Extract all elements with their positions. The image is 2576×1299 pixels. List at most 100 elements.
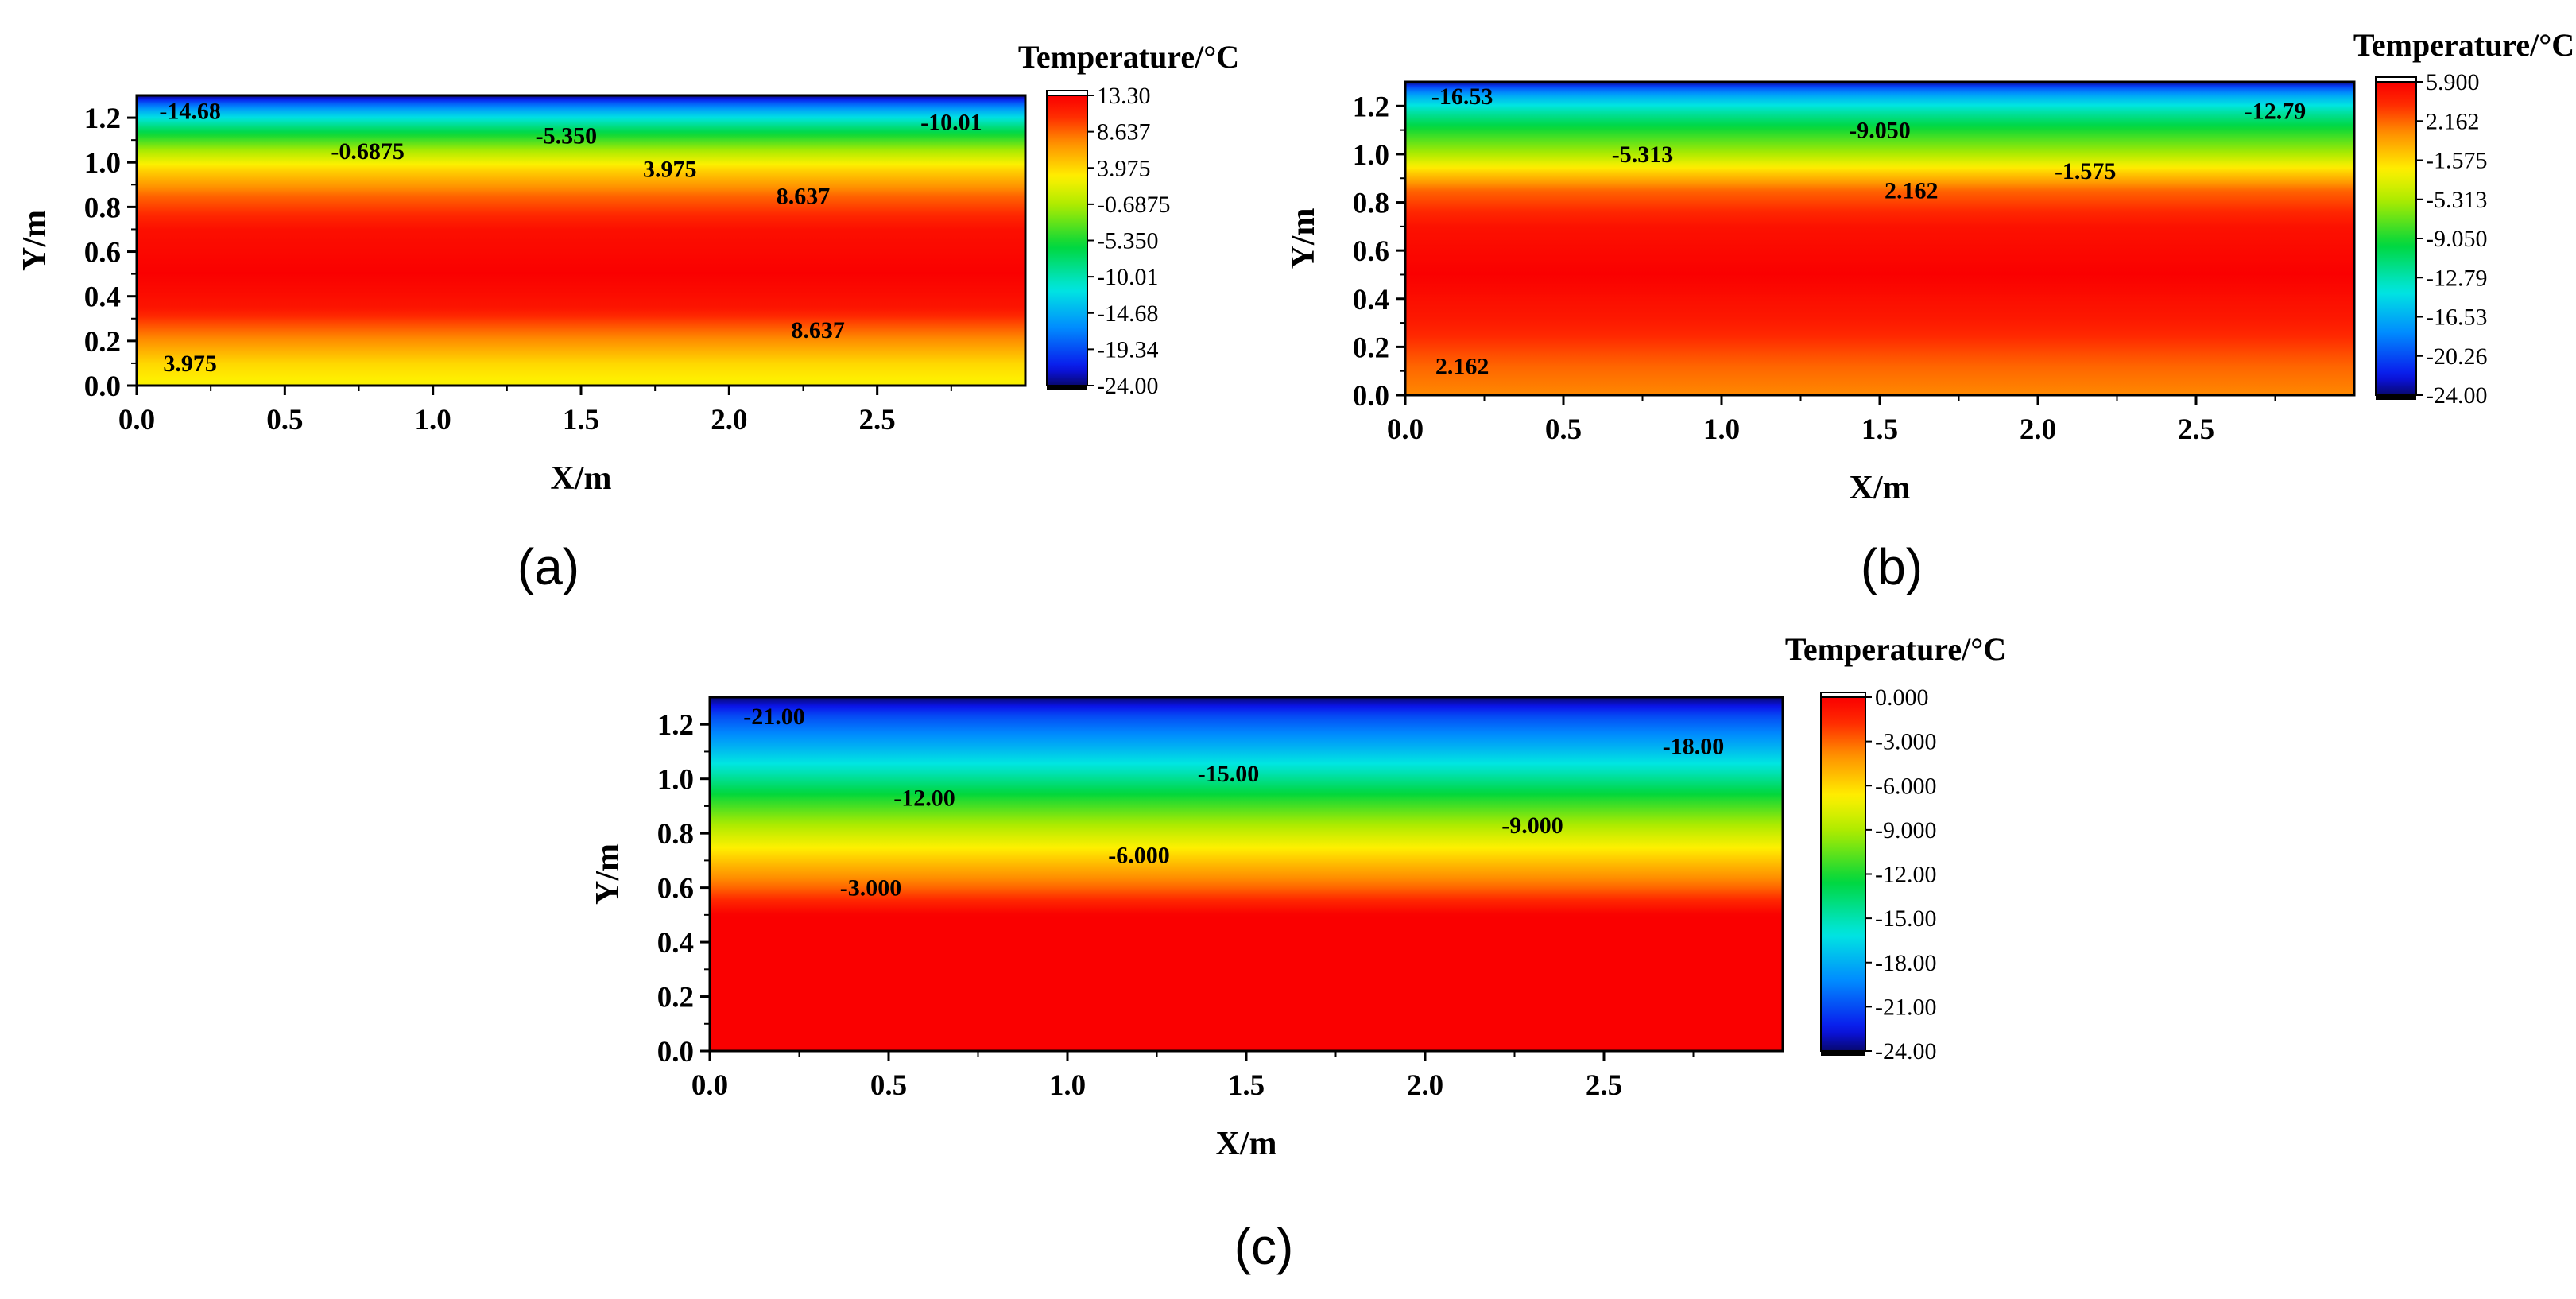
x-tick-label: 0.0 (1387, 413, 1424, 446)
y-tick-label: 0.0 (1353, 380, 1389, 413)
contour-label: -1.575 (2055, 158, 2117, 184)
y-tick-label: 0.8 (657, 818, 694, 851)
y-tick-label: 0.8 (1353, 188, 1389, 220)
y-tick-label: 0.4 (657, 927, 694, 960)
colorbar-tick-label: 5.900 (2426, 69, 2480, 95)
colorbar-tick-label: -21.00 (1875, 994, 1937, 1020)
contour-label: -14.68 (159, 99, 221, 125)
x-axis-title: X/m (1216, 1126, 1277, 1162)
contour-label: 8.637 (777, 183, 831, 209)
contour-label: -10.01 (920, 110, 982, 136)
x-tick-label: 2.0 (2020, 413, 2056, 446)
colorbar-tick-label: 13.30 (1097, 83, 1151, 109)
colorbar-title: Temperature/°C (1785, 631, 2006, 667)
x-axis-title: X/m (551, 460, 612, 497)
x-tick-label: 0.0 (691, 1069, 728, 1102)
contour-label: 3.975 (643, 157, 697, 183)
heatmap-field-b (1405, 82, 2354, 395)
panel-a: -14.68 -10.01 -5.350 -0.6875 3.975 8.637 8.637… (17, 39, 1239, 595)
contour-label: 3.975 (163, 351, 217, 377)
contour-label: -15.00 (1198, 761, 1260, 787)
colorbar-a (1047, 95, 1087, 386)
panel-c: -21.00 -18.00 -15.00 -12.00 -9.000 -6.000 -3.0… (590, 631, 2006, 1275)
y-tick-label: 0.2 (84, 326, 121, 359)
colorbar-tick-label: -9.050 (2426, 226, 2488, 252)
y-tick-label: 0.0 (657, 1036, 694, 1068)
colorbar-tick-label: 0.000 (1875, 684, 1929, 711)
contour-label: -9.050 (1849, 118, 1911, 144)
contour-label: 8.637 (791, 317, 845, 343)
colorbar-underflow-cap (2376, 395, 2416, 400)
y-tick-label: 0.2 (657, 982, 694, 1014)
contour-label: -16.53 (1431, 83, 1493, 110)
contour-label: -12.79 (2245, 98, 2307, 124)
contour-label: -6.000 (1108, 843, 1170, 869)
y-tick-label: 1.2 (1353, 91, 1389, 123)
colorbar-tick-label: -6.000 (1875, 773, 1937, 799)
colorbar-tick-label: -9.000 (1875, 817, 1937, 843)
contour-label: -12.00 (893, 785, 955, 812)
y-tick-label: 1.2 (657, 709, 694, 742)
y-axis-title: Y/m (1285, 208, 1322, 269)
colorbar-tick-label: -10.01 (1097, 264, 1159, 290)
colorbar-tick-label: -5.350 (1097, 228, 1159, 254)
y-tick-label: 0.2 (1353, 332, 1389, 364)
x-tick-label: 1.5 (563, 404, 599, 436)
colorbar-tick-label: -15.00 (1875, 905, 1937, 932)
contour-label: -3.000 (840, 875, 902, 902)
y-tick-label: 0.8 (84, 192, 121, 224)
colorbar-tick-label: 3.975 (1097, 155, 1151, 181)
colorbar-tick-label: -1.575 (2426, 148, 2488, 174)
colorbar-title: Temperature/°C (2353, 27, 2574, 63)
contour-label: 2.162 (1885, 177, 1939, 204)
contour-label: -5.350 (536, 123, 598, 149)
y-tick-label: 1.2 (84, 103, 121, 135)
x-tick-label: 2.0 (711, 404, 747, 436)
x-tick-label: 2.5 (1586, 1069, 1622, 1102)
y-tick-label: 1.0 (84, 147, 121, 180)
colorbar-tick-label: -5.313 (2426, 187, 2488, 213)
colorbar-tick-label: -14.68 (1097, 301, 1159, 327)
colorbar-tick-label: -16.53 (2426, 304, 2488, 331)
heatmap-field-a (137, 95, 1025, 386)
contour-label: -0.6875 (331, 138, 405, 165)
colorbar-tick-label: -24.00 (1097, 373, 1159, 399)
colorbar-tick-label: -3.000 (1875, 729, 1937, 755)
colorbar-title: Temperature/°C (1018, 39, 1239, 75)
y-tick-label: 1.0 (1353, 139, 1389, 172)
panel-label: (a) (517, 538, 579, 595)
contour-label: -9.000 (1501, 812, 1563, 839)
panel-b: -16.53 -12.79 -9.050 -5.313 -1.575 2.162 2.162… (1285, 27, 2574, 595)
x-tick-label: 0.5 (266, 404, 303, 436)
colorbar-tick-label: -18.00 (1875, 950, 1937, 976)
y-tick-label: 0.4 (1353, 284, 1389, 316)
colorbar-tick-label: -0.6875 (1097, 192, 1171, 218)
colorbar-c (1821, 697, 1865, 1051)
colorbar-tick-label: -19.34 (1097, 336, 1159, 363)
x-tick-label: 1.0 (1049, 1069, 1086, 1102)
x-tick-label: 0.0 (118, 404, 155, 436)
heatmap-field-c (710, 697, 1783, 1051)
contour-label: -18.00 (1663, 734, 1725, 760)
colorbar-tick-label: -12.00 (1875, 862, 1937, 888)
colorbar-tick-label: -24.00 (1875, 1038, 1937, 1064)
x-tick-label: 1.5 (1861, 413, 1898, 446)
panel-label: (c) (1234, 1218, 1294, 1275)
x-tick-label: 1.5 (1228, 1069, 1265, 1102)
colorbar-b (2376, 82, 2416, 395)
x-tick-label: 0.5 (1545, 413, 1582, 446)
colorbar-tick-label: -24.00 (2426, 382, 2488, 409)
y-tick-label: 0.6 (84, 237, 121, 269)
colorbar-tick-label: 2.162 (2426, 108, 2480, 134)
x-tick-label: 0.5 (870, 1069, 907, 1102)
contour-label: -21.00 (743, 704, 805, 730)
y-tick-label: 0.6 (1353, 235, 1389, 268)
x-tick-label: 2.5 (859, 404, 896, 436)
colorbar-underflow-cap (1047, 386, 1087, 390)
y-axis-title: Y/m (590, 843, 626, 905)
contour-label: 2.162 (1435, 354, 1489, 380)
panel-label: (b) (1861, 538, 1923, 595)
y-tick-label: 0.6 (657, 873, 694, 905)
y-tick-label: 1.0 (657, 764, 694, 797)
